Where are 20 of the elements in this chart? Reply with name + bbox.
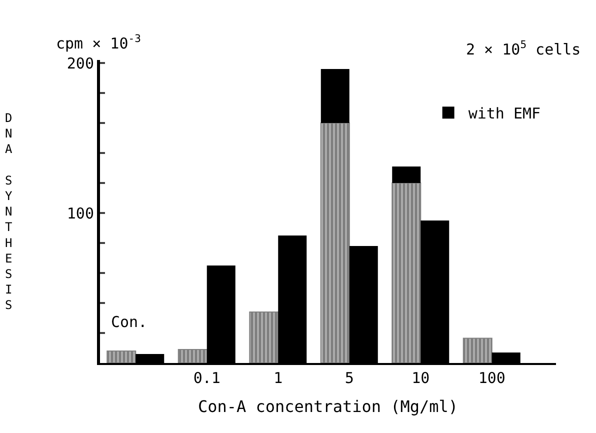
- bar: [392, 166, 421, 183]
- y-tick-label: 200: [66, 54, 94, 72]
- x-tick-label: 5: [344, 369, 354, 387]
- legend-label: with EMF: [468, 104, 541, 122]
- bar: [320, 122, 350, 363]
- x-tick-label: 10: [412, 369, 430, 387]
- bar: [106, 350, 136, 363]
- text: 2 × 10$^{5}$ cells: [466, 39, 581, 58]
- text: DNA SYNTHESIS: [5, 111, 12, 312]
- annotation: Con.: [111, 313, 148, 331]
- x-tick-label: 1: [274, 369, 283, 387]
- bar: [320, 69, 350, 123]
- bar: [392, 182, 422, 363]
- bar: [249, 312, 279, 363]
- bar: [462, 338, 492, 363]
- x-tick-label: 0.1: [193, 369, 220, 387]
- x-axis-title: Con-A concentration (Mg/ml): [198, 397, 458, 416]
- text: cpm × 10$^{-3}$: [56, 33, 141, 52]
- bar: [178, 349, 208, 363]
- x-tick-label: 100: [478, 369, 506, 387]
